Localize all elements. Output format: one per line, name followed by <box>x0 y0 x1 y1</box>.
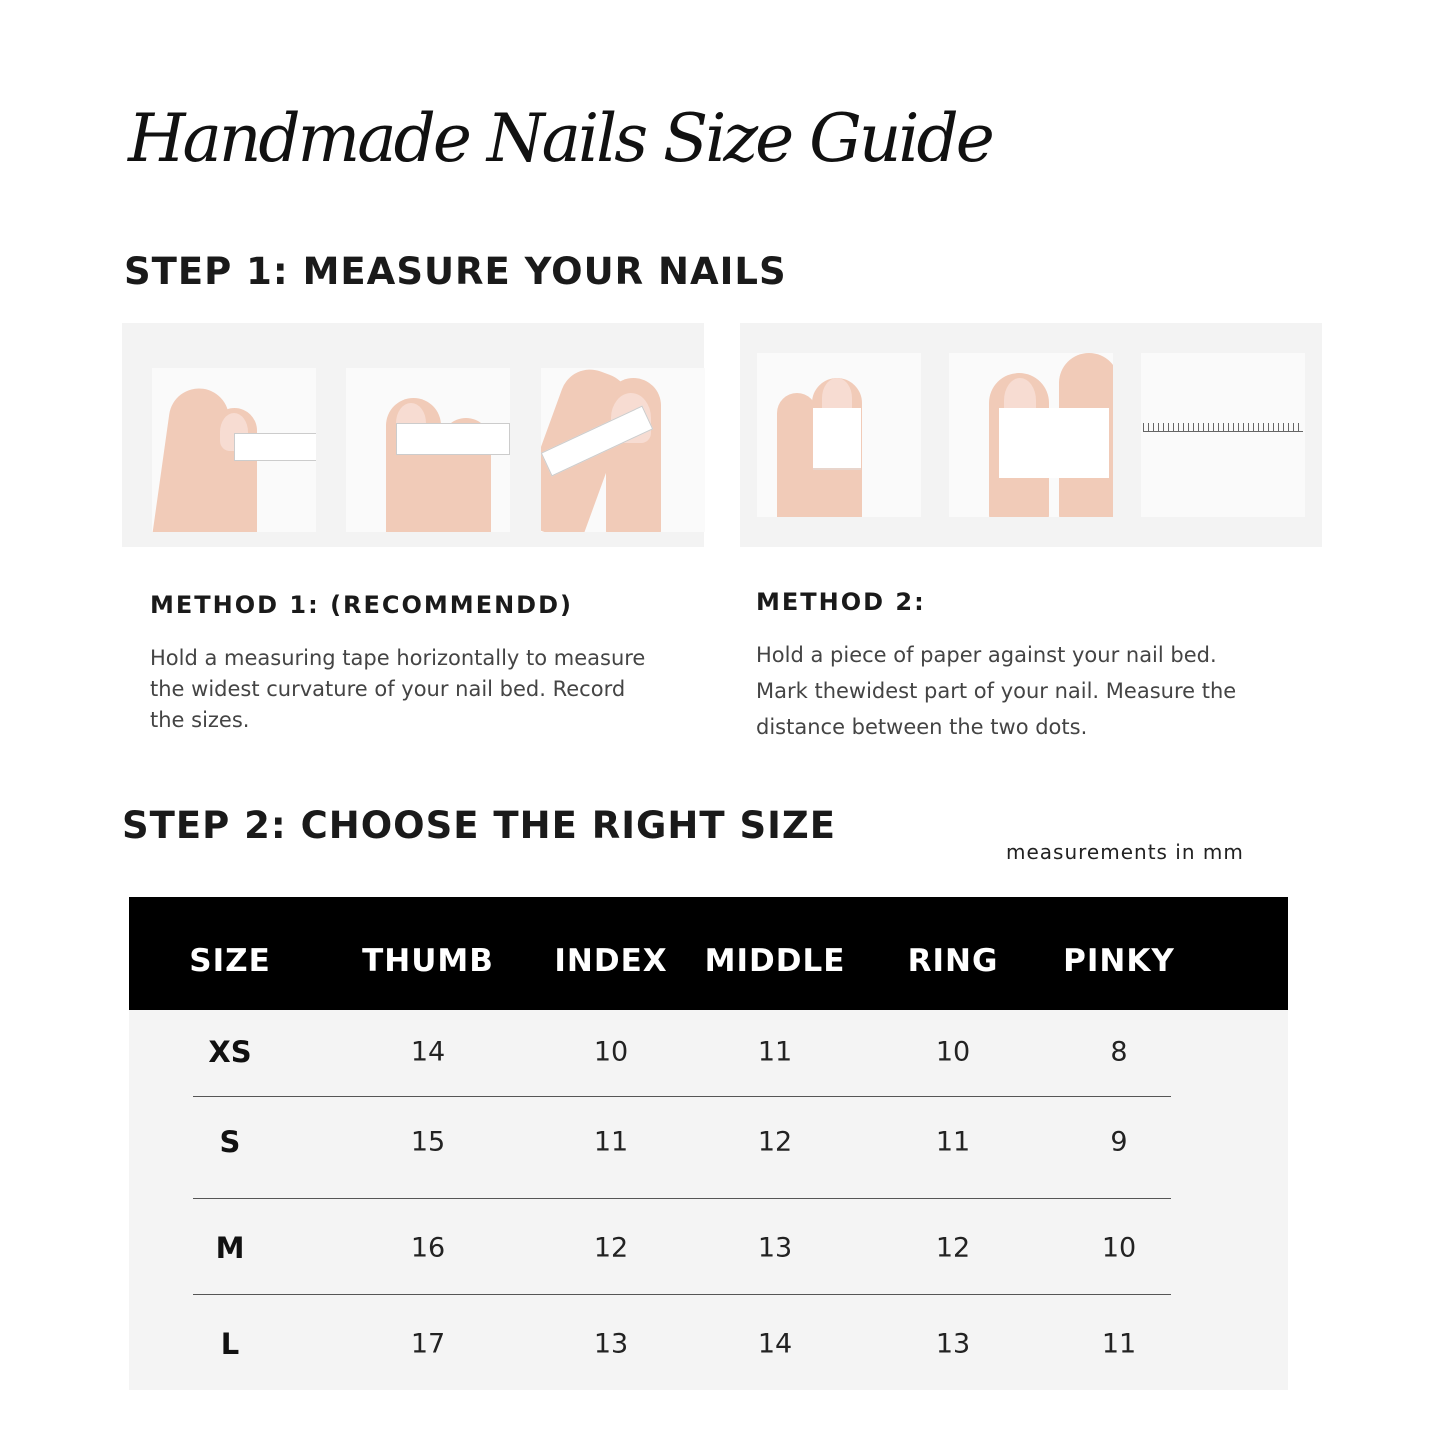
table-cell: 16 <box>410 1232 446 1264</box>
column-header-size: SIZE <box>189 943 271 979</box>
tape-measure-photo-1 <box>152 368 316 532</box>
paper-wrap-photo-1 <box>757 353 921 517</box>
size-label: L <box>220 1327 240 1361</box>
column-header-pinky: PINKY <box>1063 943 1175 979</box>
column-header-thumb: THUMB <box>362 943 494 979</box>
table-cell: 15 <box>410 1126 446 1158</box>
size-label: S <box>219 1125 241 1159</box>
paper-wrap-photo-2 <box>949 353 1113 517</box>
size-table-header <box>129 897 1288 1010</box>
table-cell: 11 <box>757 1036 793 1068</box>
table-cell: 11 <box>935 1126 971 1158</box>
size-label: XS <box>208 1035 252 1069</box>
table-cell: 12 <box>593 1232 629 1264</box>
row-divider <box>193 1294 1171 1295</box>
method2-photo-panel <box>740 323 1322 547</box>
table-cell: 13 <box>593 1328 629 1360</box>
table-cell: 14 <box>757 1328 793 1360</box>
step2-heading: STEP 2: CHOOSE THE RIGHT SIZE <box>122 804 837 847</box>
tape-measure-photo-3 <box>541 368 705 532</box>
table-cell: 14 <box>410 1036 446 1068</box>
table-cell: 12 <box>935 1232 971 1264</box>
tape-measure-photo-2 <box>346 368 510 532</box>
size-label: M <box>215 1231 245 1265</box>
table-cell: 13 <box>757 1232 793 1264</box>
table-cell: 17 <box>410 1328 446 1360</box>
column-header-index: INDEX <box>554 943 668 979</box>
table-cell: 9 <box>1110 1126 1128 1158</box>
table-cell: 8 <box>1110 1036 1128 1068</box>
table-cell: 10 <box>935 1036 971 1068</box>
units-note: measurements in mm <box>1006 840 1244 864</box>
method2-heading: METHOD 2: <box>756 588 926 616</box>
method1-text: Hold a measuring tape horizontally to me… <box>150 646 646 732</box>
row-divider <box>193 1198 1171 1199</box>
column-header-middle: MIDDLE <box>704 943 846 979</box>
ruler-photo <box>1141 353 1305 517</box>
page-title: Handmade Nails Size Guide <box>128 100 995 177</box>
method2-text: Hold a piece of paper against your nail … <box>756 643 1237 739</box>
table-cell: 13 <box>935 1328 971 1360</box>
method1-heading: METHOD 1: (RECOMMENDD) <box>150 591 573 619</box>
column-header-ring: RING <box>907 943 999 979</box>
table-cell: 12 <box>757 1126 793 1158</box>
method1-photo-panel <box>122 323 705 547</box>
table-cell: 11 <box>1101 1328 1137 1360</box>
step1-heading: STEP 1: MEASURE YOUR NAILS <box>124 250 787 293</box>
table-cell: 10 <box>1101 1232 1137 1264</box>
row-divider <box>193 1096 1171 1097</box>
table-cell: 10 <box>593 1036 629 1068</box>
size-table-body <box>129 1010 1288 1390</box>
table-cell: 11 <box>593 1126 629 1158</box>
